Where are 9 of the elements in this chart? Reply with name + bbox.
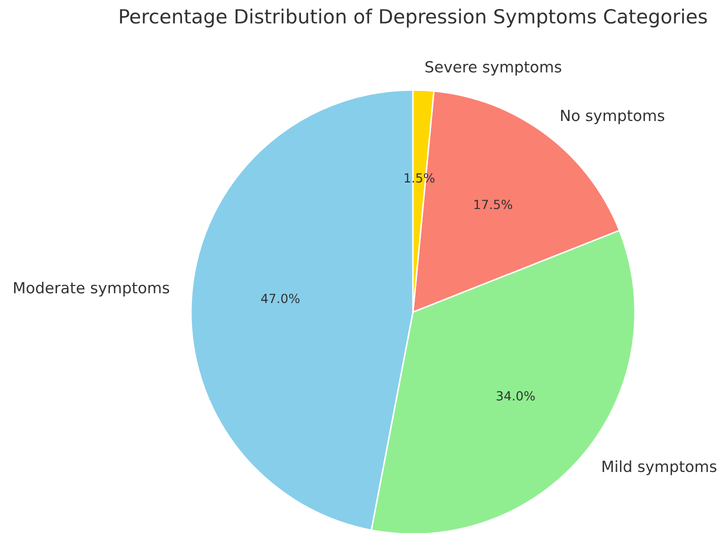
- chart-title: Percentage Distribution of Depression Symptoms Categories: [120, 8, 707, 28]
- data-label: 17.5%: [474, 200, 512, 210]
- data-label: 47.0%: [261, 294, 300, 304]
- slice-label: No symptoms: [561, 110, 664, 124]
- slice-label: Severe symptoms: [425, 61, 562, 76]
- slice-label: Mild symptoms: [602, 460, 716, 476]
- data-label: 34.0%: [496, 391, 535, 401]
- data-label: 1.5%: [404, 173, 434, 183]
- slice-label: Moderate symptoms: [14, 282, 170, 296]
